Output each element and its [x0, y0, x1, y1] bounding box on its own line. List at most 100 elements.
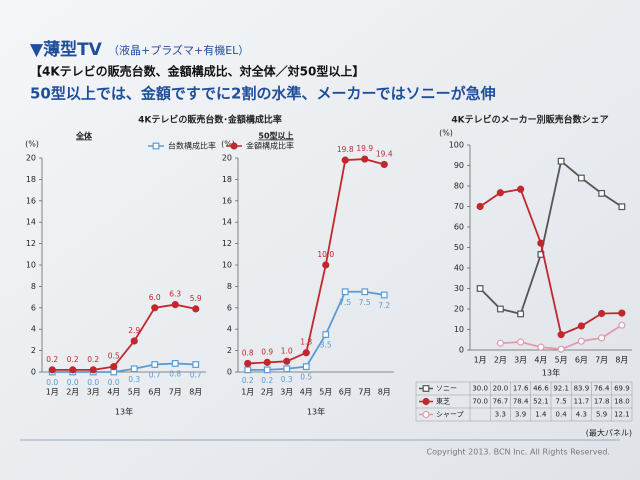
y-tick-label: 20	[454, 305, 464, 314]
y-tick-label: 6	[227, 303, 232, 312]
x-tick-label: 7月	[595, 356, 608, 365]
x-tick-label: 8月	[378, 388, 391, 397]
value-label: 0.0	[67, 378, 79, 387]
table-cell: 0.4	[556, 411, 568, 419]
marker	[380, 291, 388, 299]
table-cell: 76.7	[493, 398, 509, 406]
table-cell: 17.6	[513, 385, 529, 393]
value-label: 0.3	[281, 375, 293, 384]
value-label: 0.2	[87, 355, 99, 364]
y-tick-label: 0	[227, 368, 232, 377]
marker	[89, 366, 97, 374]
value-label: 0.0	[108, 378, 120, 387]
value-label: 0.8	[169, 369, 181, 378]
table-cell: 52.1	[533, 398, 549, 406]
y-tick-label: 12	[26, 239, 36, 248]
value-label: 6.3	[169, 290, 181, 299]
legend-label: ソニー	[436, 385, 457, 393]
value-label: 0.5	[300, 373, 312, 382]
y-tick-label: 12	[222, 239, 232, 248]
copyright: Copyright 2013. BCN Inc. All Rights Rese…	[427, 448, 610, 457]
marker	[151, 304, 159, 312]
y-axis-label: (%)	[221, 140, 235, 149]
x-axis-label: 13年	[307, 407, 325, 417]
y-tick-label: 50	[454, 243, 464, 252]
marker	[557, 157, 565, 165]
marker	[422, 397, 430, 406]
marker	[130, 365, 138, 373]
x-tick-label: 7月	[169, 388, 182, 397]
y-tick-label: 14	[222, 218, 232, 227]
x-tick-label: 8月	[189, 388, 202, 397]
y-tick-label: 4	[31, 325, 36, 334]
marker	[598, 334, 606, 342]
x-tick-label: 3月	[514, 356, 527, 365]
marker	[69, 366, 77, 374]
value-label: 0.0	[87, 378, 99, 387]
value-label: 0.3	[128, 375, 140, 384]
table-cell: 30.0	[472, 385, 488, 393]
marker	[263, 366, 271, 374]
y-tick-label: 20	[222, 154, 232, 163]
value-label: 19.9	[356, 144, 373, 153]
legend-label: シャープ	[436, 411, 464, 419]
x-tick-label: 6月	[148, 388, 161, 397]
table-cell: 7.5	[556, 398, 567, 406]
chart-title: 4Kテレビのメーカー別販売台数シェア	[451, 114, 608, 126]
y-axis-label: (%)	[25, 140, 39, 149]
value-label: 19.4	[376, 149, 393, 158]
marker	[283, 365, 291, 373]
x-tick-label: 1月	[241, 388, 254, 397]
y-tick-label: 2	[227, 346, 232, 355]
value-label: 3.5	[320, 341, 332, 350]
value-label: 0.2	[46, 355, 58, 364]
x-tick-label: 3月	[280, 388, 293, 397]
marker	[283, 357, 291, 365]
x-tick-label: 5月	[319, 388, 332, 397]
slide-title-note: （液晶+プラズマ+有機EL）	[108, 43, 249, 57]
marker	[48, 366, 56, 374]
value-label: 0.0	[46, 378, 58, 387]
marker	[130, 337, 138, 345]
y-tick-label: 70	[454, 202, 464, 211]
y-tick-label: 6	[31, 303, 36, 312]
x-tick-label: 7月	[358, 388, 371, 397]
marker	[302, 349, 310, 357]
x-tick-label: 1月	[46, 388, 59, 397]
table-cell: 5.9	[596, 411, 607, 419]
table-cell: 11.7	[574, 398, 590, 406]
legend-label: 金額構成比率	[246, 141, 294, 151]
x-tick-label: 2月	[261, 388, 274, 397]
x-tick-label: 5月	[128, 388, 141, 397]
marker	[192, 361, 200, 368]
slide-subtitle: 【4Kテレビの販売台数、金額構成比、対全体／対50型以上】	[30, 64, 364, 79]
value-label: 0.7	[190, 371, 202, 380]
marker	[476, 285, 484, 292]
y-tick-label: 80	[454, 182, 464, 191]
marker	[496, 305, 504, 313]
table-cell: 18.0	[614, 398, 630, 406]
marker	[110, 363, 118, 371]
marker	[263, 358, 271, 366]
marker	[422, 410, 430, 419]
x-tick-label: 5月	[555, 356, 568, 365]
marker	[577, 337, 585, 345]
y-tick-label: 18	[26, 175, 36, 184]
marker	[517, 310, 525, 318]
y-tick-label: 90	[454, 161, 464, 170]
x-tick-label: 1月	[474, 356, 487, 365]
x-tick-label: 4月	[107, 388, 120, 397]
y-tick-label: 2	[31, 346, 36, 355]
marker	[537, 239, 545, 247]
table-cell: 12.1	[614, 411, 630, 419]
marker	[618, 321, 626, 329]
marker	[557, 331, 565, 339]
value-label: 7.2	[378, 301, 390, 310]
x-tick-label: 4月	[300, 388, 313, 397]
marker	[192, 305, 200, 313]
marker	[517, 185, 525, 193]
value-label: 0.2	[242, 376, 254, 385]
y-tick-label: 40	[454, 264, 464, 273]
y-tick-label: 0	[31, 368, 36, 377]
